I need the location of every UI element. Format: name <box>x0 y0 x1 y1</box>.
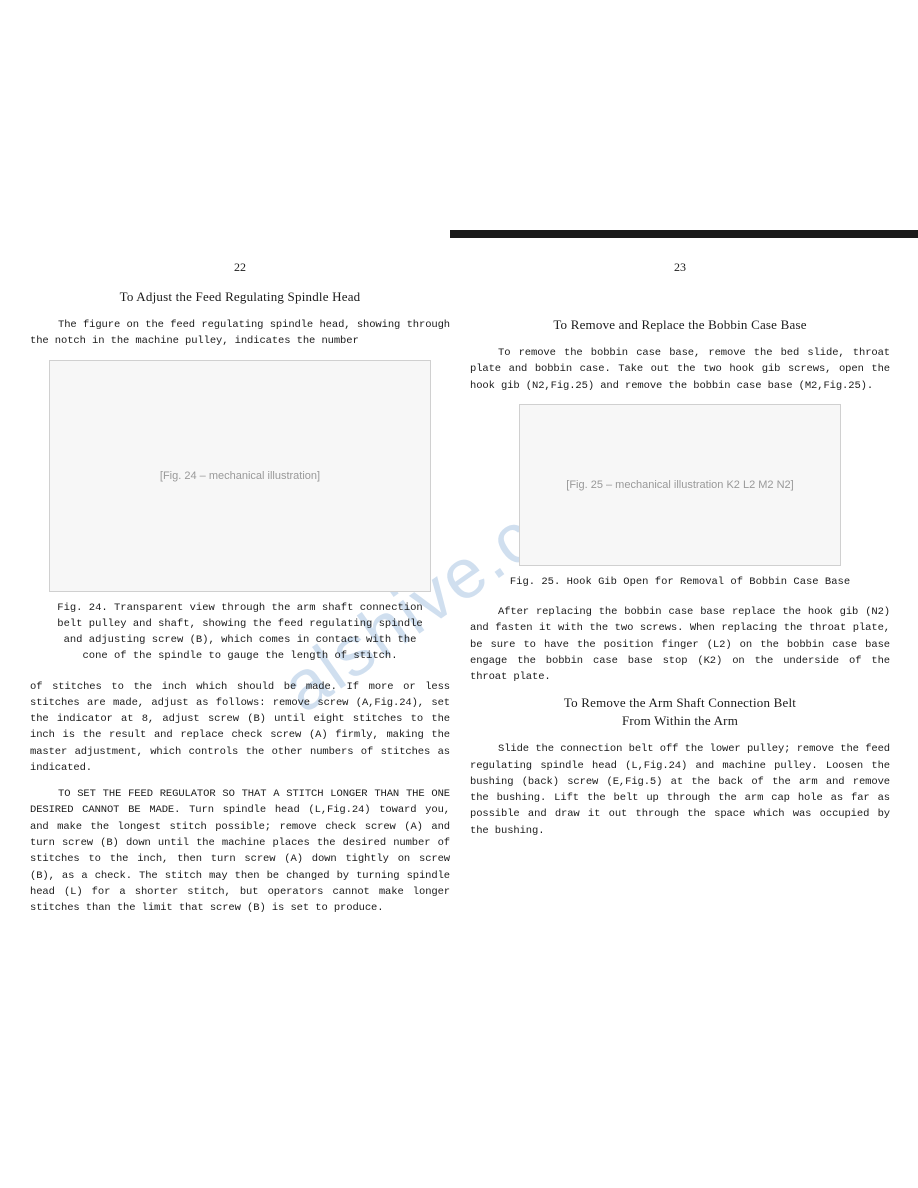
scan-top-bar <box>450 230 918 238</box>
para-l1: The figure on the feed regulating spindl… <box>30 317 450 350</box>
para-l3: TO SET THE FEED REGULATOR SO THAT A STIT… <box>30 786 450 916</box>
para-r3: Slide the connection belt off the lower … <box>470 741 890 839</box>
heading-remove-belt: To Remove the Arm Shaft Connection Belt <box>470 695 890 711</box>
para-r2: After replacing the bobbin case base rep… <box>470 604 890 685</box>
para-l2: of stitches to the inch which should be … <box>30 679 450 777</box>
figure-24: [Fig. 24 – mechanical illustration] <box>49 360 431 592</box>
caption-fig24: Fig. 24. Transparent view through the ar… <box>50 600 430 665</box>
heading-remove-bobbin: To Remove and Replace the Bobbin Case Ba… <box>470 317 890 333</box>
page-right: 23 To Remove and Replace the Bobbin Case… <box>470 260 890 849</box>
para-r1: To remove the bobbin case base, remove t… <box>470 345 890 394</box>
heading-from-within: From Within the Arm <box>470 713 890 729</box>
page-number-left: 22 <box>30 260 450 275</box>
heading-adjust-feed: To Adjust the Feed Regulating Spindle He… <box>30 289 450 305</box>
page-number-right: 23 <box>470 260 890 275</box>
page-left: 22 To Adjust the Feed Regulating Spindle… <box>30 260 450 926</box>
caption-fig25: Fig. 25. Hook Gib Open for Removal of Bo… <box>490 574 870 590</box>
figure-25: [Fig. 25 – mechanical illustration K2 L2… <box>519 404 841 566</box>
